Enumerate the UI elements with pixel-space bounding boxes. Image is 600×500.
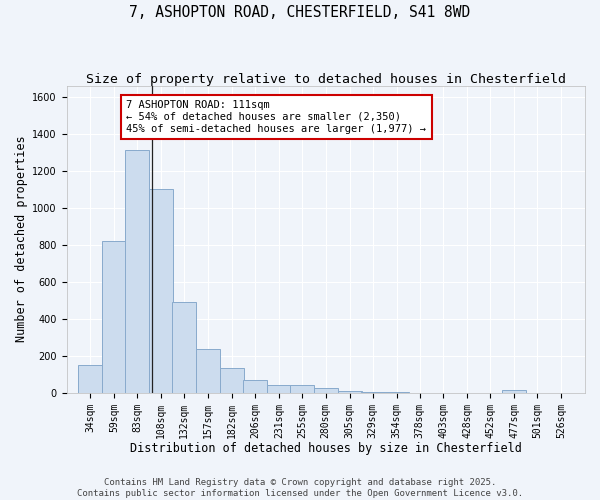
Bar xyxy=(267,384,291,393)
X-axis label: Distribution of detached houses by size in Chesterfield: Distribution of detached houses by size … xyxy=(130,442,521,455)
Bar xyxy=(361,392,385,393)
Text: 7, ASHOPTON ROAD, CHESTERFIELD, S41 8WD: 7, ASHOPTON ROAD, CHESTERFIELD, S41 8WD xyxy=(130,5,470,20)
Bar xyxy=(243,380,267,393)
Bar xyxy=(290,386,314,393)
Bar xyxy=(172,302,196,393)
Title: Size of property relative to detached houses in Chesterfield: Size of property relative to detached ho… xyxy=(86,72,566,86)
Bar xyxy=(149,189,173,393)
Bar xyxy=(385,392,409,393)
Bar xyxy=(103,241,127,393)
Bar xyxy=(314,388,338,393)
Bar xyxy=(338,391,362,393)
Bar xyxy=(125,150,149,393)
Bar xyxy=(79,365,103,393)
Text: 7 ASHOPTON ROAD: 111sqm
← 54% of detached houses are smaller (2,350)
45% of semi: 7 ASHOPTON ROAD: 111sqm ← 54% of detache… xyxy=(127,100,427,134)
Bar xyxy=(220,368,244,393)
Bar xyxy=(196,350,220,393)
Bar xyxy=(502,390,526,393)
Y-axis label: Number of detached properties: Number of detached properties xyxy=(15,136,28,342)
Text: Contains HM Land Registry data © Crown copyright and database right 2025.
Contai: Contains HM Land Registry data © Crown c… xyxy=(77,478,523,498)
